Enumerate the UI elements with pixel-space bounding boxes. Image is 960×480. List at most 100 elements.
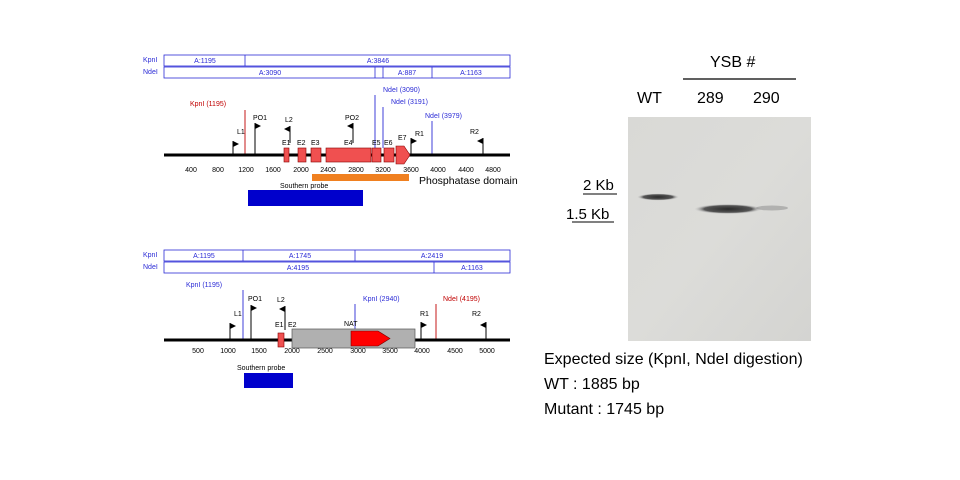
wt-primer-r1: R1 xyxy=(410,131,424,155)
mut-primer-l1: L1 xyxy=(229,311,242,340)
wt-exon xyxy=(371,147,382,163)
wt-exon xyxy=(297,147,307,163)
mut-nde-fragment: A:1163 xyxy=(461,265,483,272)
wt-primer-po2: PO2 xyxy=(345,115,359,143)
svg-text:5000: 5000 xyxy=(479,348,495,355)
svg-text:PO1: PO1 xyxy=(248,296,262,303)
southern-blot xyxy=(572,78,811,341)
svg-text:2800: 2800 xyxy=(348,167,364,174)
svg-text:2000: 2000 xyxy=(284,348,300,355)
mut-primer-po1: PO1 xyxy=(248,296,262,340)
wt-kpn-fragment: A:3846 xyxy=(367,58,389,65)
mut-kpn-row-label: KpnI xyxy=(143,252,157,259)
svg-text:1600: 1600 xyxy=(265,167,281,174)
wt-site-label: NdeI (3979) xyxy=(425,113,462,120)
svg-text:500: 500 xyxy=(192,348,204,355)
mut-kpn-fragment: A:1195 xyxy=(193,253,215,260)
svg-text:E7: E7 xyxy=(398,135,407,142)
mut-site-label: KpnI (2940) xyxy=(363,296,400,303)
svg-text:1500: 1500 xyxy=(251,348,267,355)
svg-text:4500: 4500 xyxy=(447,348,463,355)
svg-text:2400: 2400 xyxy=(320,167,336,174)
lane-label-289: 289 xyxy=(697,90,724,107)
expected-mutant: Mutant : 1745 bp xyxy=(544,401,665,418)
svg-text:E3: E3 xyxy=(311,140,320,147)
svg-text:2500: 2500 xyxy=(317,348,333,355)
wt-nde-row-box xyxy=(163,66,511,79)
wt-site-label: KpnI (1195) xyxy=(190,101,226,108)
mut-primer-r2: R2 xyxy=(472,311,487,340)
mut-primer-r1: R1 xyxy=(420,311,429,340)
svg-text:R1: R1 xyxy=(415,131,424,138)
svg-text:R1: R1 xyxy=(420,311,429,318)
svg-text:PO1: PO1 xyxy=(253,115,267,122)
svg-text:800: 800 xyxy=(212,167,224,174)
blot-band-wt xyxy=(637,193,679,201)
marker-2kb: 2 Kb xyxy=(583,177,614,194)
svg-text:L2: L2 xyxy=(285,117,293,124)
wt-kpn-fragment: A:1195 xyxy=(194,58,216,65)
mut-nde-row-box xyxy=(163,261,511,274)
wt-nde-fragment: A:887 xyxy=(398,70,416,77)
svg-text:3500: 3500 xyxy=(382,348,398,355)
mut-site-label: KpnI (1195) xyxy=(186,282,222,289)
mut-probe-label: Southern probe xyxy=(237,365,285,372)
expected-wt: WT : 1885 bp xyxy=(544,376,640,393)
mut-nde-row-label: NdeI xyxy=(143,264,158,271)
lane-label-290: 290 xyxy=(753,90,780,107)
wt-nde-row-label: NdeI xyxy=(143,69,158,76)
wt-probe-label: Southern probe xyxy=(280,183,328,190)
svg-text:E6: E6 xyxy=(384,140,393,147)
nat-arrow xyxy=(350,330,391,347)
wt-primer-l1: L1 xyxy=(232,129,245,155)
wt-nde-fragment: A:1163 xyxy=(460,70,482,77)
wt-southern-probe xyxy=(248,190,363,206)
mut-kpn-row-box xyxy=(163,249,511,262)
nat-label: NAT xyxy=(344,321,358,328)
wt-exon-arrow xyxy=(395,145,411,165)
wt-nde-fragment: A:3090 xyxy=(259,70,281,77)
mut-primer-l2: L2 xyxy=(277,297,286,330)
svg-text:3200: 3200 xyxy=(375,167,391,174)
wt-exon xyxy=(283,147,290,163)
svg-text:E2: E2 xyxy=(297,140,306,147)
wt-axis-ticks: 400 800 1200 1600 2000 2400 2800 3200 36… xyxy=(185,167,501,174)
wt-site-label: NdeI (3191) xyxy=(391,99,428,106)
svg-text:E1: E1 xyxy=(282,140,291,147)
phosphatase-domain-bar xyxy=(312,174,409,181)
wt-primer-po1: PO1 xyxy=(253,115,267,155)
wt-primer-l2: L2 xyxy=(284,117,293,143)
expected-size-title: Expected size (KpnI, NdeI digestion) xyxy=(544,351,803,368)
mut-southern-probe xyxy=(244,373,293,388)
svg-text:L2: L2 xyxy=(277,297,285,304)
mut-kpn-fragment: A:2419 xyxy=(421,253,443,260)
svg-text:L1: L1 xyxy=(237,129,245,136)
svg-text:E4: E4 xyxy=(344,140,353,147)
wt-exon xyxy=(383,147,395,163)
svg-text:1200: 1200 xyxy=(238,167,254,174)
svg-text:PO2: PO2 xyxy=(345,115,359,122)
mut-kpn-fragment: A:1745 xyxy=(289,253,311,260)
svg-text:R2: R2 xyxy=(470,129,479,136)
blot-band-289 xyxy=(694,204,762,214)
svg-text:1000: 1000 xyxy=(220,348,236,355)
svg-text:E5: E5 xyxy=(372,140,381,147)
svg-text:L1: L1 xyxy=(234,311,242,318)
mutant-restriction-map: KpnI NdeI A:1195 A:1745 A:2419 A:4195 A:… xyxy=(143,249,511,388)
wt-kpn-row-label: KpnI xyxy=(143,57,157,64)
svg-text:2000: 2000 xyxy=(293,167,309,174)
svg-text:4800: 4800 xyxy=(485,167,501,174)
svg-text:R2: R2 xyxy=(472,311,481,318)
wt-kpn-row-box xyxy=(163,54,511,67)
mut-axis-ticks: 500 1000 1500 2000 2500 3000 3500 4000 4… xyxy=(192,348,495,355)
lane-label-wt: WT xyxy=(637,90,662,107)
wt-exon xyxy=(310,147,322,163)
svg-text:4400: 4400 xyxy=(458,167,474,174)
blot-membrane xyxy=(628,117,811,341)
mut-exon xyxy=(277,332,285,348)
mut-site-label: NdeI (4195) xyxy=(443,296,480,303)
ysb-group-label: YSB # xyxy=(710,54,756,71)
svg-text:3000: 3000 xyxy=(350,348,366,355)
blot-band-290 xyxy=(756,205,788,211)
